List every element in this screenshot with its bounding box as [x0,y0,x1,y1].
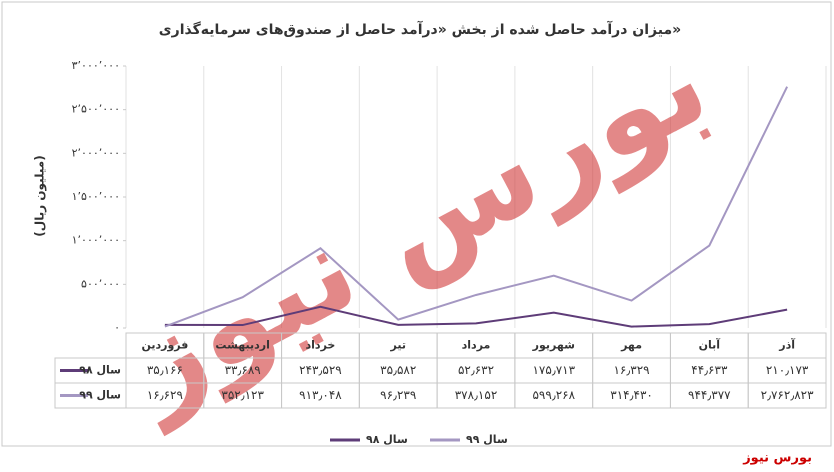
y-axis-label: (میلیون ریال) [33,155,48,236]
series-line [164,305,788,328]
x-tick-label: مرداد [462,339,491,352]
x-tick-label: آبان [699,338,721,352]
table-cell [747,382,827,409]
table-value: ۲٫۷۶۲٫۸۲۳ [761,388,814,402]
source: بورس نیوز [742,451,812,466]
x-tick-label: آذر [778,338,795,352]
table-value: ۹۱۳٫۰۴۸ [299,388,342,402]
table-value: ۳۵٫۱۶۶ [147,363,183,377]
y-tick-label: ۲٬۵۰۰٬۰۰۰ [72,103,120,116]
x-tick-label: تیر [389,339,405,352]
x-tick-label: اردیبهشت [215,339,269,352]
table-value: ۵۲٫۶۳۲ [458,363,494,377]
table-value: ۹۴۴٫۳۷۷ [688,388,731,402]
series-line [164,86,789,328]
legend-label: سال ۹۹ [466,433,508,446]
table-value: ۳۵۲٫۱۲۳ [221,388,264,402]
y-tick-label: ۳٬۰۰۰٬۰۰۰ [72,59,120,72]
table-row-label: سال ۹۸ [79,364,121,377]
table-value: ۹۶٫۲۳۹ [380,388,416,402]
x-tick-label: خرداد [306,339,336,352]
table-cell [54,382,127,409]
chart-title: میزان درآمد حاصل شده از بخش «درآمد حاصل … [159,20,681,38]
x-tick-label: شهریور [532,339,575,352]
table-value: ۱۶٫۶۲۹ [147,388,183,402]
table-value: ۴۴٫۶۳۳ [691,363,728,377]
table-row-label: سال ۹۹ [79,389,121,402]
table-value: ۲۱۰٫۱۷۳ [766,363,809,377]
y-tick-label: ۰ [114,321,120,334]
table-value: ۳۱۴٫۴۳۰ [610,388,653,402]
x-tick-label: فروردین [141,339,188,352]
y-tick-label: ۱٬۰۰۰٬۰۰۰ [72,234,120,247]
table-value: ۳۷۸٫۱۵۲ [455,388,498,402]
y-tick-label: ۵۰۰٬۰۰۰ [81,277,120,290]
y-tick-label: ۱٬۵۰۰٬۰۰۰ [72,190,120,203]
legend-label: سال ۹۸ [366,433,408,446]
chart-frame [1,1,832,447]
table-value: ۱۶٫۳۲۹ [613,363,649,377]
y-tick-label: ۲٬۰۰۰٬۰۰۰ [72,146,120,159]
x-tick-label: مهر [620,339,642,352]
table-value: ۲۴۳٫۵۲۹ [299,363,342,377]
table-value: ۳۵٫۵۸۲ [380,363,416,377]
table-value: ۵۹۹٫۲۶۸ [532,388,575,402]
table-value: ۱۷۵٫۷۱۳ [532,363,575,377]
table-value: ۳۳٫۶۸۹ [225,363,261,377]
